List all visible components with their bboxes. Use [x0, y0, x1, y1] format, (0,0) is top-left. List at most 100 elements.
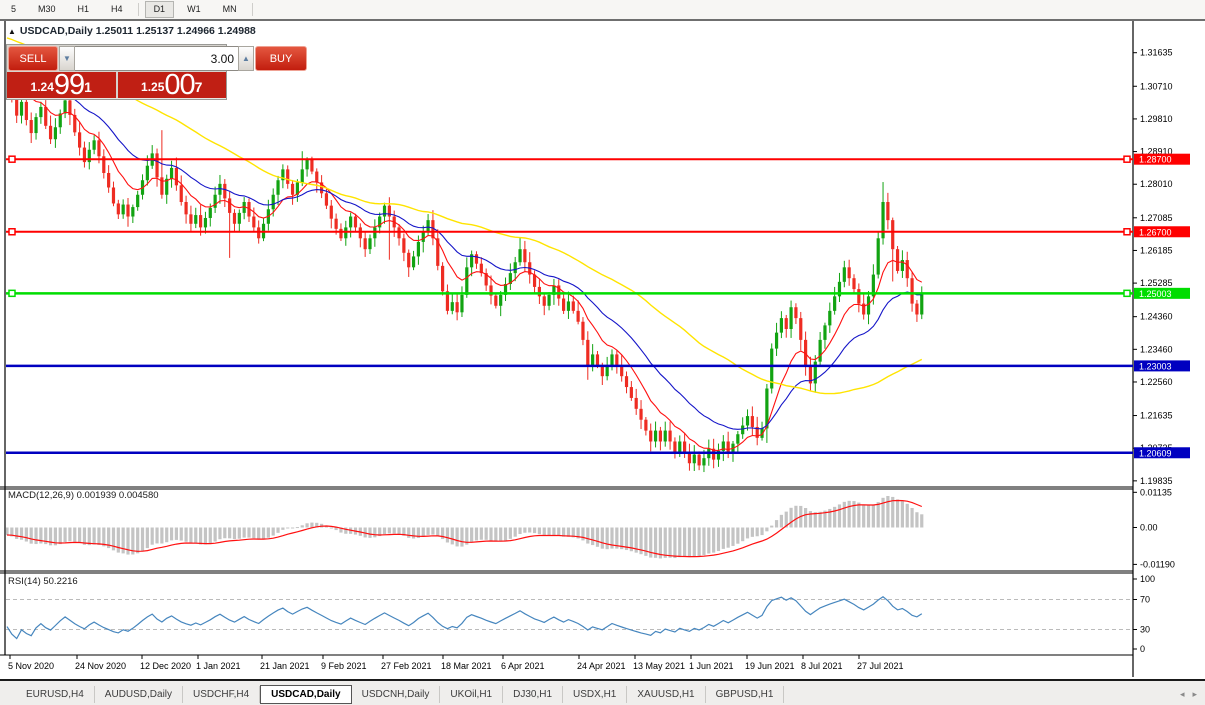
candle-body — [203, 217, 208, 228]
tab-usdcnh-daily[interactable]: USDCNH,Daily — [352, 686, 441, 703]
timeframe-button-h4[interactable]: H4 — [102, 1, 132, 18]
candle-body — [92, 140, 96, 150]
candle-body — [281, 169, 285, 181]
price-axis-label: 1.25285 — [1140, 278, 1173, 288]
candle-body — [566, 301, 571, 311]
candle-body — [39, 106, 43, 118]
candle-body — [184, 202, 188, 215]
level-handle[interactable] — [1123, 289, 1131, 298]
tab-scroll-right-icon[interactable]: ▸ — [1192, 688, 1197, 699]
macd-histogram-bar — [624, 527, 629, 551]
date-axis[interactable]: 5 Nov 2020 24 Nov 2020 12 Dec 2020 1 Jan 20… — [8, 655, 904, 671]
macd-histogram-bar — [499, 527, 503, 542]
macd-histogram-bar — [745, 527, 750, 539]
macd-histogram-bar — [48, 527, 53, 546]
macd-histogram-bar — [566, 527, 571, 537]
candle-body — [329, 205, 333, 219]
timeframe-button-m30[interactable]: M30 — [29, 1, 65, 18]
level-handle[interactable] — [8, 155, 16, 163]
timeframe-button-5[interactable]: 5 — [2, 1, 25, 18]
symbol-ohlc-text: USDCAD,Daily 1.25011 1.25137 1.24966 1.2… — [19, 25, 256, 37]
tab-usdcad-daily[interactable]: USDCAD,Daily — [260, 685, 352, 704]
macd-histogram-bar — [387, 527, 391, 534]
tab-eurusd-h4[interactable]: EURUSD,H4 — [16, 686, 95, 703]
date-axis-label: 24 Nov 2020 — [75, 661, 126, 671]
candle-body — [900, 260, 904, 271]
candle-body — [895, 249, 900, 271]
date-axis-label: 1 Jun 2021 — [689, 661, 734, 671]
volume-increase-button[interactable]: ▲ — [238, 46, 254, 71]
candle-body — [503, 284, 508, 295]
sell-button[interactable]: SELL — [8, 46, 58, 71]
tab-usdx-h1[interactable]: USDX,H1 — [563, 686, 628, 703]
candle-body — [397, 227, 401, 239]
tab-xauusd-h1[interactable]: XAUUSD,H1 — [627, 686, 706, 703]
macd-histogram-bar — [455, 527, 459, 547]
buy-price-display[interactable]: 1.25 00 7 — [118, 71, 227, 100]
macd-histogram-bar — [847, 500, 851, 528]
candle-body — [586, 339, 590, 366]
macd-histogram-bar — [397, 527, 401, 535]
candle-body — [421, 231, 425, 242]
price-axis-label: 1.31635 — [1140, 48, 1173, 58]
macd-histogram-bar — [223, 527, 227, 539]
price-divider — [115, 72, 118, 98]
macd-histogram-bar — [891, 496, 895, 528]
macd-histogram-bar — [610, 527, 614, 549]
candle-body — [823, 325, 827, 340]
candle-body — [523, 249, 527, 263]
macd-histogram-bar — [165, 527, 169, 543]
candle-body — [165, 178, 169, 195]
candle-body — [591, 354, 595, 366]
macd-histogram-bar — [295, 527, 299, 529]
candle-body — [726, 441, 730, 453]
candle-body — [615, 354, 619, 366]
price-axis-label: 1.19835 — [1140, 476, 1173, 486]
macd-histogram-bar — [121, 527, 125, 554]
tab-scroll-left-icon[interactable]: ◂ — [1179, 688, 1185, 699]
level-handle[interactable] — [1123, 155, 1131, 163]
volume-decrease-button[interactable]: ▼ — [59, 46, 75, 71]
rsi-axis-label: 0 — [1140, 644, 1145, 654]
sell-price-display[interactable]: 1.24 99 1 — [7, 71, 116, 100]
tab-gbpusd-h1[interactable]: GBPUSD,H1 — [706, 686, 785, 703]
buy-button[interactable]: BUY — [255, 46, 307, 71]
ma-mid-line — [6, 57, 922, 430]
candle-body — [494, 295, 498, 306]
macd-histogram-bar — [208, 527, 212, 544]
level-price-badge-text: 1.20609 — [1139, 448, 1172, 458]
tab-ukoil-h1[interactable]: UKOil,H1 — [440, 686, 504, 703]
timeframe-button-mn[interactable]: MN — [214, 1, 246, 18]
tab-dj30-h1[interactable]: DJ30,H1 — [503, 686, 564, 703]
macd-histogram-bar — [576, 527, 580, 539]
timeframe-button-h1[interactable]: H1 — [69, 1, 99, 18]
tab-usdchf-h4[interactable]: USDCHF,H4 — [183, 686, 261, 703]
level-price-badge-text: 1.23003 — [1139, 361, 1172, 371]
level-handle[interactable] — [8, 228, 16, 236]
timeframe-button-d1[interactable]: D1 — [144, 1, 175, 18]
candle-body — [416, 241, 420, 257]
candle-body — [847, 267, 851, 279]
level-price-badge-text: 1.25003 — [1139, 289, 1172, 299]
date-axis-label: 21 Jan 2021 — [260, 661, 310, 671]
sell-price-sup: 1 — [84, 79, 92, 95]
one-click-toggle-icon[interactable]: ▲ — [8, 26, 16, 36]
candle-body — [82, 147, 87, 163]
volume-input[interactable] — [75, 46, 238, 71]
tab-audusd-daily[interactable]: AUDUSD,Daily — [95, 686, 184, 703]
macd-histogram-bar — [24, 527, 28, 542]
price-axis-label: 1.29810 — [1140, 114, 1173, 124]
candle-body — [276, 180, 280, 195]
timeframe-button-w1[interactable]: W1 — [178, 1, 210, 18]
level-handle[interactable] — [8, 289, 16, 298]
macd-histogram-bar — [552, 527, 556, 536]
macd-histogram-bar — [629, 527, 633, 552]
level-handle[interactable] — [1123, 228, 1131, 236]
date-axis-label: 18 Mar 2021 — [441, 661, 492, 671]
date-axis-label: 24 Apr 2021 — [577, 661, 626, 671]
candle-body — [668, 430, 672, 442]
price-axis[interactable]: 1.31635 1.30710 1.29810 1.28910 1.28010 1.270… — [1133, 48, 1190, 486]
macd-histogram-bar — [895, 499, 900, 528]
